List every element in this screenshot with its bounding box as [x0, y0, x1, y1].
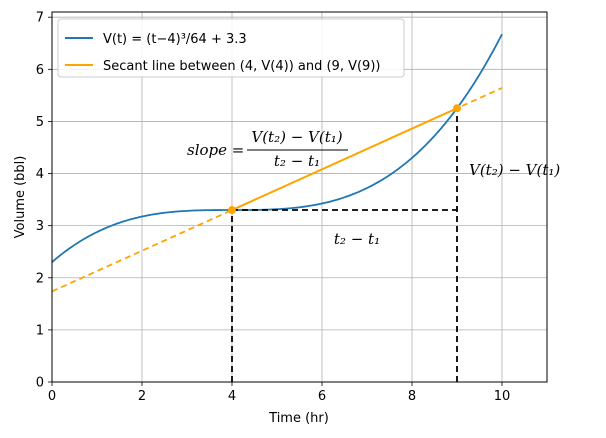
x-tick-label: 8: [408, 389, 416, 404]
x-tick-label: 4: [228, 389, 236, 404]
y-axis-label: Volume (bbl): [13, 156, 28, 239]
secant-points: [228, 104, 461, 215]
y-axis-ticks: 0 1 2 3 4 5 6 7: [36, 11, 52, 391]
guide-lines: [231, 108, 458, 382]
plot-frame: [51, 11, 548, 383]
legend-box: [57, 18, 405, 78]
secant-point: [228, 206, 236, 215]
x-tick-label: 10: [494, 389, 511, 404]
y-tick-label: 3: [36, 219, 44, 234]
x-tick-label: 0: [48, 389, 56, 404]
slope-numerator: V(t₂) − V(t₁): [251, 128, 342, 146]
secant-line: [231, 107, 458, 211]
y-tick-label: 1: [36, 323, 44, 338]
slope-annotation: slope = V(t₂) − V(t₁) t₂ − t₁: [187, 128, 348, 170]
y-tick-label: 6: [36, 63, 44, 78]
rise-label: V(t₂) − V(t₁): [469, 161, 560, 179]
slope-denominator: t₂ − t₁: [274, 152, 320, 170]
legend: V(t) = (t−4)³/64 + 3.3 Secant line betwe…: [57, 18, 405, 78]
y-tick-label: 2: [36, 271, 44, 286]
legend-entry-secant: Secant line between (4, V(4)) and (9, V(…: [103, 59, 380, 74]
legend-entry-v: V(t) = (t−4)³/64 + 3.3: [103, 32, 247, 47]
x-tick-label: 2: [138, 389, 146, 404]
slope-label: slope =: [187, 141, 244, 159]
x-tick-label: 6: [318, 389, 326, 404]
y-tick-label: 7: [36, 11, 44, 26]
y-tick-label: 5: [36, 115, 44, 130]
y-tick-label: 4: [36, 167, 44, 182]
x-axis-label: Time (hr): [268, 411, 329, 426]
secant-point: [453, 104, 461, 113]
run-label: t₂ − t₁: [334, 230, 380, 248]
y-tick-label: 0: [36, 376, 44, 391]
x-axis-ticks: 0 2 4 6 8 10: [48, 382, 510, 404]
